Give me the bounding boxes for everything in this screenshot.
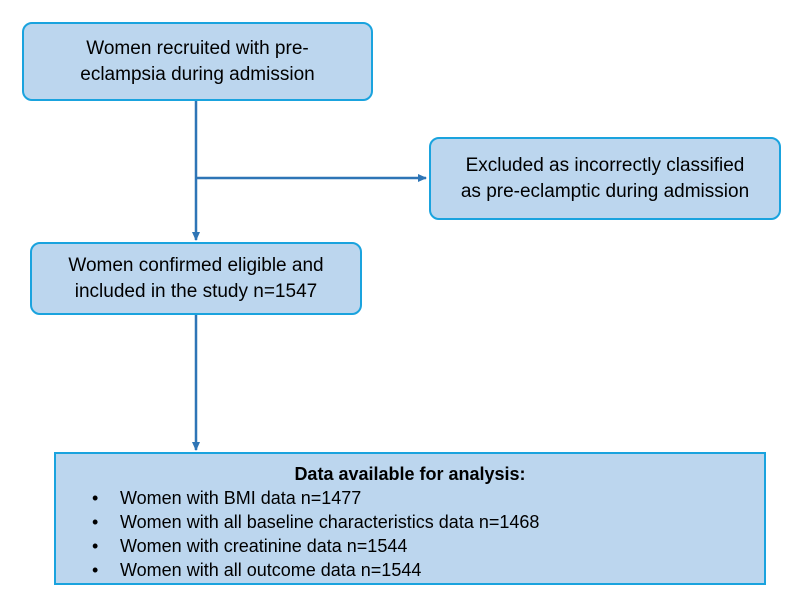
recruited-box: Women recruited with pre- eclampsia duri… [22,22,373,101]
eligible-line-2: included in the study n=1547 [74,280,318,302]
excluded-line-1: Excluded as incorrectly classified [465,154,745,176]
excluded-box: Excluded as incorrectly classified as pr… [429,137,781,220]
analysis-item-text: Women with all baseline characteristics … [120,512,540,532]
eligible-line-1: Women confirmed eligible and [68,254,324,276]
recruited-line-1: Women recruited with pre- [86,37,309,59]
bullet-icon: • [92,560,99,580]
excluded-line-2: as pre-eclamptic during admission [460,180,750,202]
bullet-icon: • [92,536,99,556]
bullet-icon: • [92,488,99,508]
analysis-item-text: Women with all outcome data n=1544 [120,560,422,580]
eligible-box: Women confirmed eligible and included in… [30,242,362,315]
recruited-line-2: eclampsia during admission [80,63,315,85]
analysis-item-text: Women with creatinine data n=1544 [120,536,408,556]
analysis-item: • Women with BMI data n=1477 [72,486,748,510]
analysis-header: Data available for analysis: [294,464,526,484]
analysis-item: • Women with all outcome data n=1544 [72,558,748,582]
analysis-box: Data available for analysis: • Women with… [54,452,766,585]
analysis-item-text: Women with BMI data n=1477 [120,488,362,508]
analysis-item: • Women with all baseline characteristics… [72,510,748,534]
analysis-list: • Women with BMI data n=1477 • Women with … [72,486,748,582]
analysis-item: • Women with creatinine data n=1544 [72,534,748,558]
bullet-icon: • [92,512,99,532]
